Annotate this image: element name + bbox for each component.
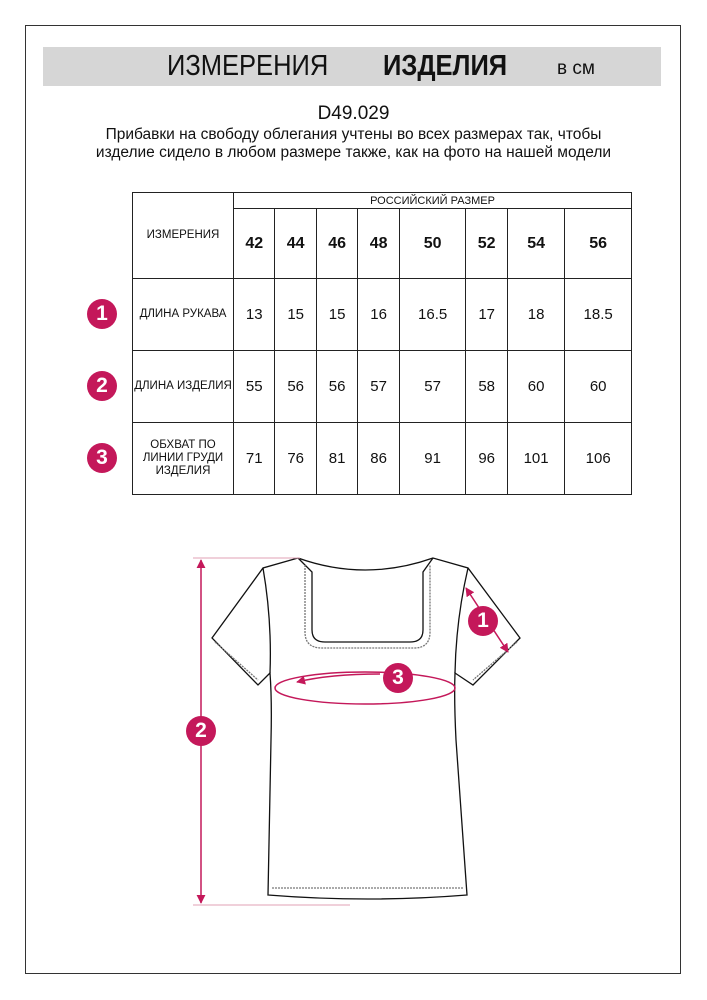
- size-header: 54: [506, 208, 566, 279]
- table-cell: 96: [465, 422, 508, 495]
- title-bold: ИЗДЕЛИЯ: [383, 50, 508, 82]
- size-header: 52: [465, 208, 508, 279]
- table-cell: 13: [232, 278, 276, 351]
- table-cell: 76: [274, 422, 317, 495]
- title-unit: в см: [557, 58, 595, 79]
- size-group-header: РОССИЙСКИЙ РАЗМЕР: [233, 192, 632, 209]
- table-cell: 71: [232, 422, 276, 495]
- table-cell: 55: [232, 350, 276, 423]
- size-header: 56: [564, 208, 632, 279]
- diagram-marker-2: 2: [186, 716, 216, 746]
- table-cell: 91: [398, 422, 467, 495]
- chest-ellipse: [274, 671, 456, 705]
- marker-3-badge: 3: [87, 443, 117, 473]
- table-cell: 17: [465, 278, 508, 351]
- diagram-marker-3: 3: [383, 663, 413, 693]
- fit-note: Прибавки на свободу облегания учтены во …: [95, 126, 612, 161]
- table-cell: 60: [506, 350, 566, 423]
- size-header: 44: [274, 208, 317, 279]
- size-header: 42: [232, 208, 276, 279]
- marker-1-badge: 1: [87, 299, 117, 329]
- table-cell: 58: [465, 350, 508, 423]
- table-cell: 86: [357, 422, 400, 495]
- marker-2-badge: 2: [87, 371, 117, 401]
- diagram-marker-1: 1: [468, 606, 498, 636]
- table-cell: 15: [315, 278, 359, 351]
- size-header: 46: [315, 208, 359, 279]
- table-cell: 15: [274, 278, 317, 351]
- tshirt-outline: [211, 557, 521, 900]
- table-cell: 101: [506, 422, 566, 495]
- table-cell: 106: [564, 422, 632, 495]
- title-regular: ИЗМЕРЕНИЯ: [167, 50, 329, 82]
- row-label: ОБХВАТ ПО ЛИНИИ ГРУДИ ИЗДЕЛИЯ: [132, 422, 234, 495]
- table-cell: 81: [315, 422, 359, 495]
- table-cell: 57: [398, 350, 467, 423]
- table-cell: 18.5: [564, 278, 632, 351]
- table-cell: 16.5: [398, 278, 467, 351]
- title-bar: [43, 47, 661, 86]
- product-code: D49.029: [317, 103, 390, 124]
- page-frame: [25, 25, 681, 974]
- row-label: ДЛИНА ИЗДЕЛИЯ: [132, 350, 234, 423]
- table-cell: 18: [506, 278, 566, 351]
- size-header: 48: [357, 208, 400, 279]
- size-table: ИЗМЕРЕНИЯ РОССИЙСКИЙ РАЗМЕР 42 44 46 48 50 52…: [132, 192, 632, 495]
- table-cell: 60: [564, 350, 632, 423]
- row-label: ДЛИНА РУКАВА: [132, 278, 234, 351]
